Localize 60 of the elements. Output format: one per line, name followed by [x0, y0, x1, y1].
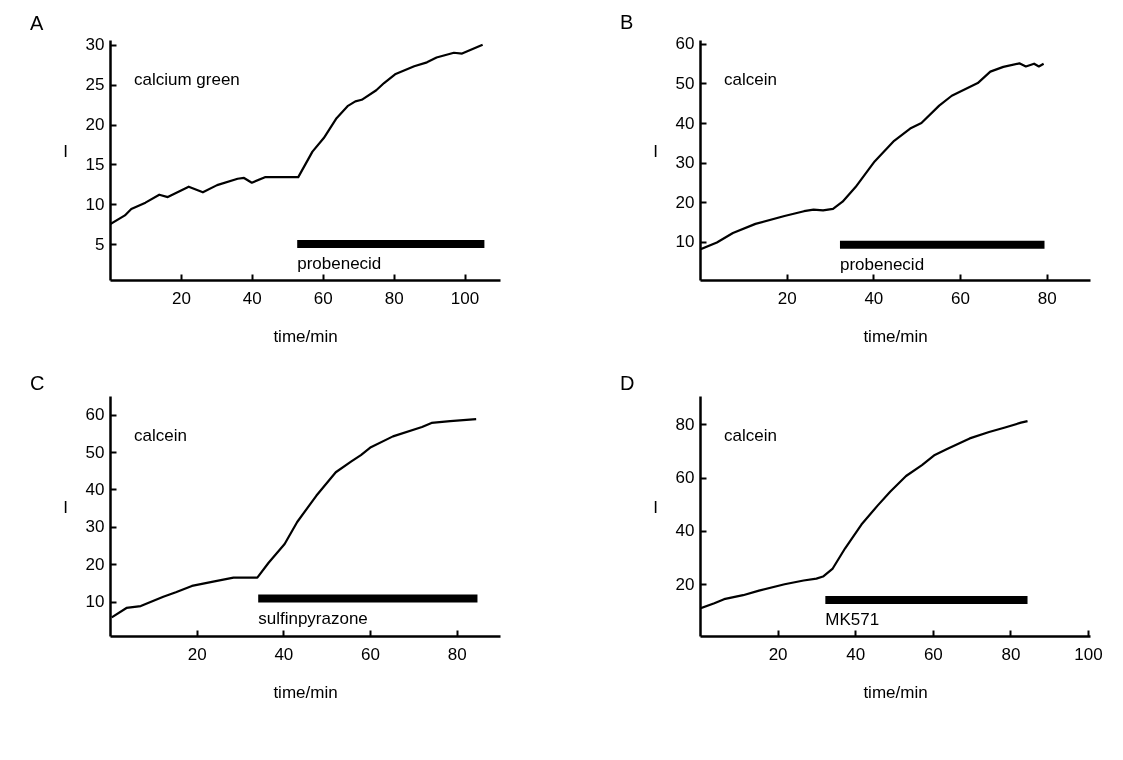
x-axis-title: time/min [863, 682, 928, 702]
x-axis-title: time/min [273, 326, 338, 346]
annotation: MK571 [825, 610, 880, 629]
y-tick-label: 20 [675, 192, 695, 212]
y-tick-label: 20 [85, 115, 105, 135]
y-axis-title: I [653, 141, 658, 161]
y-axis-title: I [63, 141, 68, 161]
x-tick-label: 20 [768, 644, 788, 664]
annotation: probenecid [297, 254, 382, 274]
chart-title: C [30, 372, 45, 394]
y-tick-label: 20 [675, 574, 695, 594]
y-axis-title: I [63, 497, 68, 517]
annotation: calcium green [134, 70, 240, 89]
y-tick-label: 60 [675, 34, 695, 54]
chart-title: B [620, 10, 634, 33]
x-tick-label: 40 [864, 288, 884, 308]
y-tick-label: 10 [85, 592, 105, 612]
x-tick-label: 60 [923, 644, 943, 664]
y-tick-label: 30 [85, 517, 105, 537]
annotation: probenecid [839, 254, 925, 274]
y-tick-label: 80 [675, 414, 695, 434]
annotation: calcein [134, 426, 187, 445]
x-tick-label: 60 [361, 644, 380, 664]
y-tick-label: 15 [85, 154, 105, 174]
chart-title: A [30, 11, 44, 34]
annotation: calcein [724, 426, 777, 445]
x-tick-label: 20 [777, 288, 797, 308]
x-tick-label: 60 [951, 288, 970, 308]
y-tick-label: 10 [675, 232, 695, 252]
y-tick-label: 30 [85, 35, 105, 55]
x-axis-title: time/min [273, 682, 338, 702]
y-tick-label: 30 [675, 153, 695, 173]
x-tick-label: 40 [274, 644, 294, 664]
x-tick-label: 40 [846, 644, 866, 664]
y-tick-label: 60 [675, 468, 695, 488]
annotation: sulfinpyrazone [258, 608, 368, 628]
y-tick-label: 20 [85, 554, 105, 574]
y-tick-label: 10 [85, 194, 105, 214]
chart-title: D [620, 372, 635, 394]
x-tick-label: 20 [187, 644, 207, 664]
x-tick-label: 80 [1001, 644, 1021, 664]
x-tick-label: 40 [242, 288, 262, 308]
y-tick-label: 50 [675, 73, 695, 93]
x-tick-label: 80 [384, 288, 404, 308]
y-axis-title: I [653, 497, 658, 517]
x-axis-title: time/min [863, 326, 928, 346]
x-tick-label: 60 [313, 288, 333, 308]
x-tick-label: 100 [1074, 644, 1103, 664]
y-tick-label: 40 [675, 113, 695, 133]
y-tick-label: 50 [85, 442, 105, 462]
x-tick-label: 100 [450, 288, 480, 308]
y-tick-label: 40 [675, 521, 695, 541]
x-tick-label: 80 [1037, 288, 1057, 308]
y-tick-label: 5 [95, 234, 105, 254]
x-tick-label: 20 [171, 288, 191, 308]
y-tick-label: 60 [85, 405, 105, 425]
y-tick-label: 25 [85, 75, 105, 95]
annotation: calcein [724, 70, 777, 89]
y-tick-label: 40 [85, 479, 105, 499]
x-tick-label: 80 [447, 644, 467, 664]
